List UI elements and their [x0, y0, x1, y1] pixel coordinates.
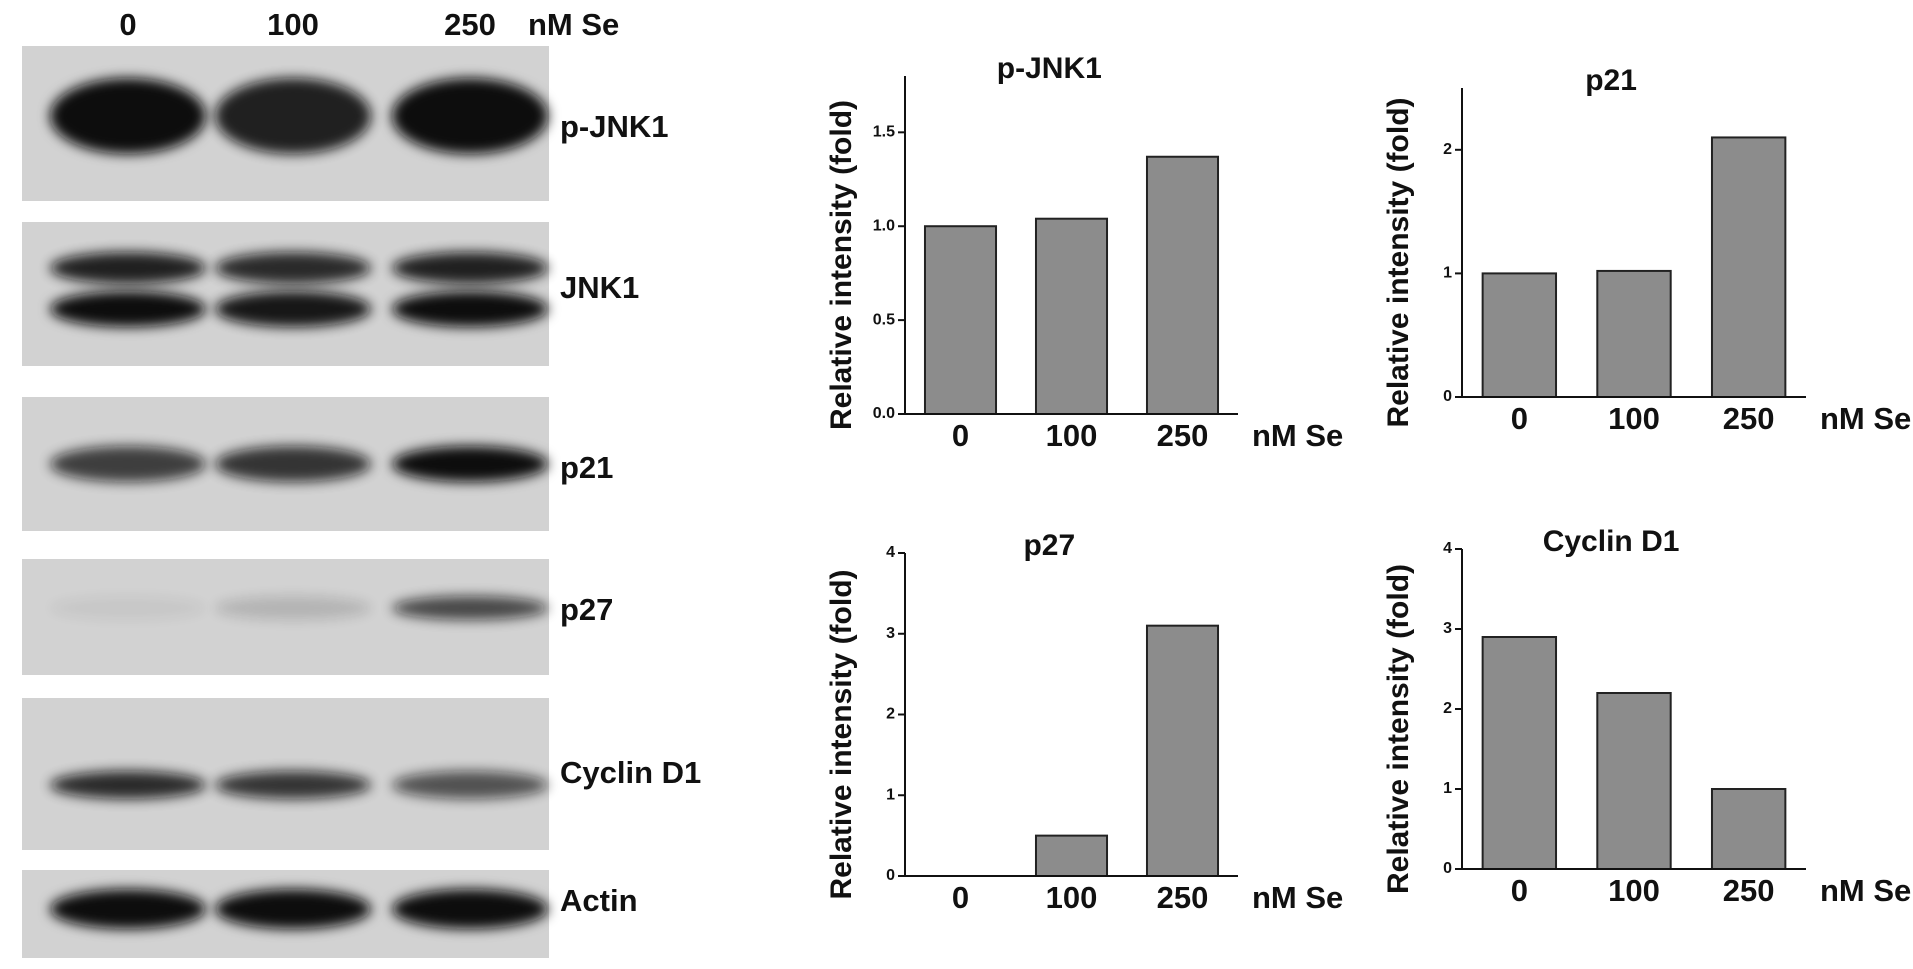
x-tick-label: 250: [1723, 873, 1775, 908]
y-axis-label: Relative intensity (fold): [825, 100, 858, 430]
lane-unit: nM Se: [528, 7, 619, 42]
lane-label: 250: [444, 7, 496, 42]
blot-band: [215, 596, 371, 620]
bar: [923, 225, 998, 415]
y-tick-label: 0.0: [873, 405, 895, 422]
y-axis-label: Relative intensity (fold): [1382, 97, 1415, 427]
bar: [1710, 136, 1787, 398]
x-tick-label: 100: [1608, 401, 1660, 436]
blot-band: [50, 78, 206, 154]
y-tick-label: 0: [886, 867, 895, 884]
x-tick-label: 100: [1046, 880, 1098, 915]
y-tick-label: 1.5: [873, 124, 895, 141]
blot-band: [392, 771, 548, 799]
band-label: Cyclin D1: [560, 755, 701, 790]
y-tick-label: 4: [886, 544, 895, 561]
band-label: JNK1: [560, 270, 639, 305]
blot-band: [392, 291, 548, 327]
y-tick-label: 0.5: [873, 311, 895, 328]
bar: [1145, 624, 1220, 877]
y-tick-label: 1: [886, 786, 895, 803]
chart-title: Cyclin D1: [1543, 525, 1680, 558]
y-axis-label: Relative intensity (fold): [825, 569, 858, 899]
x-tick-label: 0: [952, 880, 969, 915]
blot-band: [392, 78, 548, 154]
blot-band: [50, 771, 206, 799]
lane-label: 0: [119, 7, 136, 42]
band-label: p21: [560, 450, 613, 485]
bar: [1034, 834, 1109, 877]
x-tick-label: 0: [952, 418, 969, 453]
y-tick-label: 1.0: [873, 217, 895, 234]
blot-band: [215, 889, 371, 929]
lane-label: 100: [267, 7, 319, 42]
band-label: p27: [560, 592, 613, 627]
blot-band: [50, 889, 206, 929]
x-tick-label: 100: [1608, 873, 1660, 908]
y-tick-label: 0: [1443, 388, 1452, 405]
bar: [1481, 636, 1558, 870]
y-tick-label: 3: [1443, 620, 1452, 637]
chart-title: p-JNK1: [997, 52, 1102, 85]
blot-band: [215, 78, 371, 154]
band-label: p-JNK1: [560, 109, 669, 144]
chart-title: p27: [1023, 529, 1075, 562]
y-tick-label: 1: [1443, 780, 1452, 797]
x-axis-label: nM Se: [1252, 418, 1343, 453]
bar: [1596, 269, 1672, 399]
y-tick-label: 2: [1443, 141, 1452, 158]
x-tick-label: 0: [1511, 401, 1528, 436]
blot-band: [392, 252, 548, 284]
blot-band: [50, 446, 206, 482]
blot-band: [215, 446, 371, 482]
y-tick-label: 2: [1443, 700, 1452, 717]
y-tick-label: 2: [886, 706, 895, 723]
y-axis-label: Relative intensity (fold): [1382, 564, 1415, 894]
blot-band: [215, 291, 371, 327]
bar: [1034, 217, 1109, 415]
blot-band: [50, 596, 206, 620]
y-tick-label: 0: [1443, 860, 1452, 877]
x-tick-label: 100: [1046, 418, 1098, 453]
bar: [1145, 155, 1220, 415]
bar: [1481, 272, 1558, 398]
x-tick-label: 250: [1157, 418, 1209, 453]
bar: [1710, 788, 1787, 870]
blot-band: [392, 889, 548, 929]
band-label: Actin: [560, 883, 638, 918]
blot-band: [392, 596, 548, 620]
bar: [1596, 692, 1672, 870]
y-tick-label: 3: [886, 625, 895, 642]
blot-band: [215, 252, 371, 284]
chart-title: p21: [1585, 64, 1637, 97]
x-tick-label: 250: [1723, 401, 1775, 436]
blot-band: [50, 291, 206, 327]
blot-band: [392, 446, 548, 482]
x-axis-label: nM Se: [1252, 880, 1343, 915]
x-tick-label: 0: [1511, 873, 1528, 908]
blot-band: [215, 771, 371, 799]
western-blot: 0 100 250 nM Se p-JNK1 JNK1 p21 p27 Cyclin D1 Act…: [22, 7, 701, 958]
blot-band: [50, 252, 206, 284]
y-tick-label: 4: [1443, 540, 1452, 557]
x-axis-label: nM Se: [1820, 401, 1911, 436]
y-tick-label: 1: [1443, 265, 1452, 282]
x-tick-label: 250: [1157, 880, 1209, 915]
x-axis-label: nM Se: [1820, 873, 1911, 908]
